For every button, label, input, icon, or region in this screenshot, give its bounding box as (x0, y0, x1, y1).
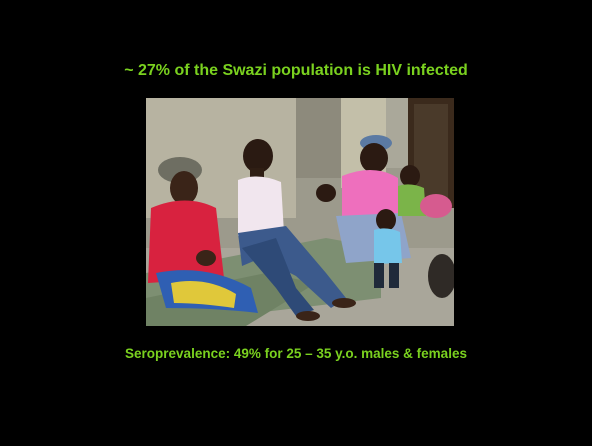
slide-caption: Seroprevalence: 49% for 25 – 35 y.o. mal… (125, 346, 467, 361)
slide-title: ~ 27% of the Swazi population is HIV inf… (124, 62, 468, 79)
photo-illustration (146, 98, 454, 326)
photo (146, 98, 454, 326)
